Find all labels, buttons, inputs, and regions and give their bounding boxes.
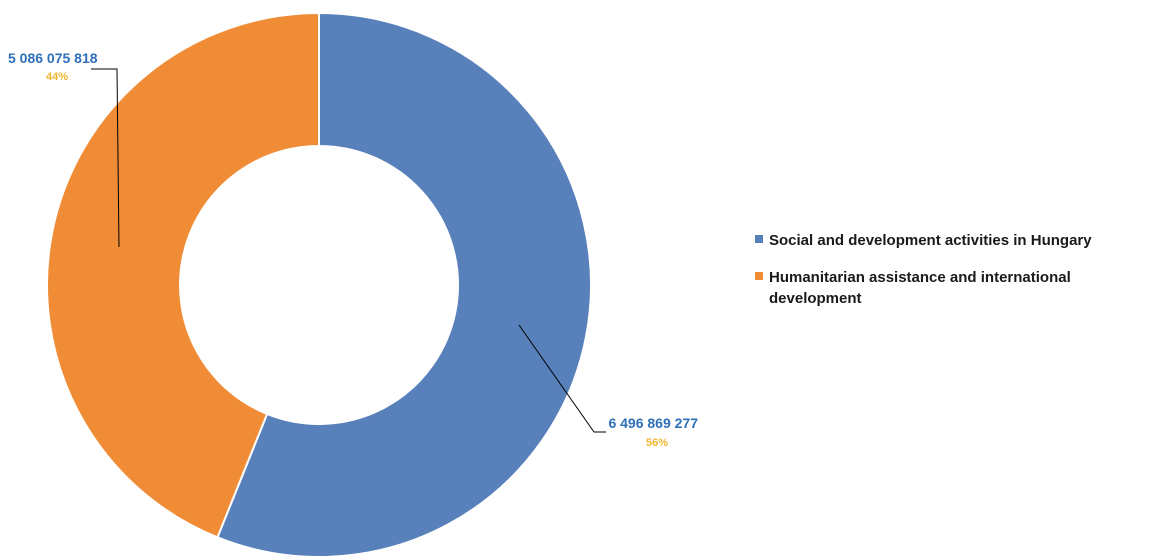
leader-line-social	[518, 324, 606, 433]
legend-item-social: Social and development activities in Hun…	[755, 230, 1145, 251]
data-label-value-humanitarian: 5 086 075 818	[8, 50, 98, 66]
legend-label-humanitarian: Humanitarian assistance and internationa…	[769, 269, 1071, 307]
legend-swatch-humanitarian	[755, 272, 763, 280]
legend-swatch-social	[755, 235, 763, 243]
legend-item-humanitarian: Humanitarian assistance and internationa…	[755, 267, 1145, 309]
data-label-value-social: 6 496 869 277	[608, 415, 698, 431]
legend-label-social: Social and development activities in Hun…	[769, 232, 1092, 249]
data-label-percent-humanitarian: 44%	[46, 71, 68, 83]
leader-lines	[91, 68, 606, 433]
leader-line-humanitarian	[91, 68, 120, 248]
chart-legend: Social and development activities in Hun…	[755, 230, 1145, 325]
donut-slice-humanitarian	[46, 11, 320, 539]
data-label-percent-social: 56%	[646, 437, 668, 449]
donut-slices	[46, 11, 592, 558]
donut-slice-social	[216, 11, 592, 558]
